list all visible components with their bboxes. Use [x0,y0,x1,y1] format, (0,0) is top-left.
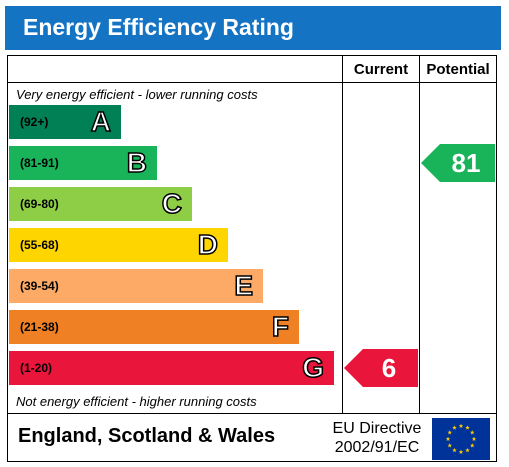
divider-current [342,55,343,414]
band-range-c: (69-80) [20,197,59,211]
flag-star [465,447,470,453]
band-a: (92+) A [9,105,121,139]
header-divider [7,82,497,83]
band-letter-g: G [301,351,324,384]
current-column-header: Current [353,61,409,78]
current-rating-marker: 6 [344,349,418,387]
band-c: (69-80) C [9,187,192,221]
band-letter-e: E [234,269,254,302]
eu-flag-icon [432,418,490,465]
flag-star [447,430,453,435]
band-f: (21-38) F [9,310,299,344]
efficient-note: Very energy efficient - lower running co… [16,87,258,102]
current-marker-value: 6 [382,353,396,383]
current-marker-arrow [344,349,418,387]
flag-star [447,443,453,448]
footer-divider [7,413,497,414]
flag-star [452,425,457,430]
band-range-f: (21-38) [20,320,59,334]
inefficient-note: Not energy efficient - higher running co… [16,394,257,409]
band-range-d: (55-68) [20,238,59,252]
band-letter-a: A [90,105,112,138]
flag-star [469,443,475,448]
flag-star [445,436,451,441]
band-d: (55-68) D [9,228,228,262]
potential-marker-arrow [421,144,495,182]
flag-star [452,447,457,453]
eu-directive-line1: EU Directive [332,420,422,437]
potential-column-header: Potential [426,61,490,78]
band-range-e: (39-54) [20,279,59,293]
eu-directive-line2: 2002/91/EC [334,439,420,456]
band-b: (81-91) B [9,146,157,180]
band-letter-f: F [271,310,290,343]
potential-rating-marker: 81 [421,144,495,182]
band-range-a: (92+) [20,115,49,129]
flag-star [458,423,464,428]
band-g: (1-20) G [9,351,334,385]
divider-potential [419,55,420,414]
flag-star [471,436,477,441]
band-range-g: (1-20) [20,361,53,375]
flag-star [458,449,464,454]
band-letter-c: C [161,187,183,220]
band-letter-d: D [197,228,219,261]
eu-directive: EU Directive 2002/91/EC [327,419,427,457]
title-bar: Energy Efficiency Rating [5,6,501,50]
chart-title: Energy Efficiency Rating [23,14,294,40]
band-range-b: (81-91) [20,156,59,170]
band-letter-b: B [126,146,148,179]
region-label: England, Scotland & Wales [18,425,276,447]
rating-frame [7,55,497,462]
flag-star [469,430,475,435]
flag-star [465,425,470,430]
band-e: (39-54) E [9,269,263,303]
potential-marker-value: 81 [452,148,481,178]
